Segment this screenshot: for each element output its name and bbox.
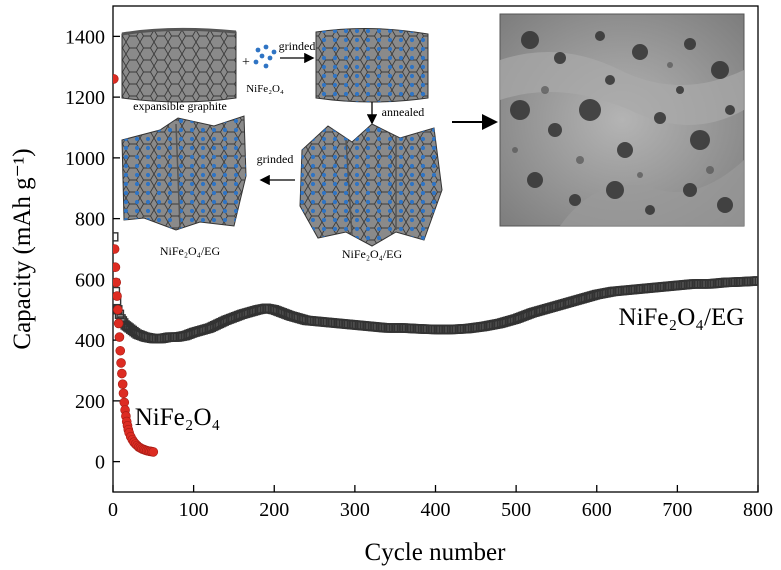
data-point [113, 277, 122, 288]
label-grinded-2: grinded [257, 152, 294, 166]
x-tick-label: 400 [421, 499, 451, 521]
x-tick-label: 500 [501, 499, 531, 521]
composite-right-block [299, 123, 443, 247]
y-tick-label: 400 [75, 330, 105, 352]
x-axis-label: Cycle number [365, 539, 507, 566]
label-annealed: annealed [382, 105, 425, 119]
nife2o4-particles [253, 44, 277, 69]
label-nife2o4: NiFe₂O₄ [246, 83, 284, 95]
data-point [117, 379, 128, 389]
x-tick-label: 600 [582, 499, 612, 521]
data-point [113, 318, 124, 329]
y-tick-label: 800 [75, 209, 105, 231]
plus-sign: + [242, 55, 250, 70]
data-point [113, 74, 119, 84]
y-tick-label: 1400 [65, 26, 105, 48]
mixed-block [315, 27, 429, 103]
data-point [114, 332, 125, 342]
annotation-nife2o4-eg: NiFe₂O₄/EG [619, 304, 745, 331]
composite-left-block [121, 115, 247, 231]
x-tick-label: 700 [662, 499, 692, 521]
x-axis-ticks: 0 100 200 300 400 500 600 700 800 [108, 485, 773, 521]
annotation-nife2o4: NiFe₂O₄ [135, 404, 221, 431]
y-tick-label: 1200 [65, 87, 105, 109]
x-tick-label: 0 [108, 499, 118, 521]
series-layer [113, 74, 758, 457]
label-composite-left: NiFe₂O₄/EG [160, 244, 221, 258]
y-axis-label: Capacity (mAh g⁻¹) [9, 148, 36, 349]
data-point [113, 291, 122, 301]
y-tick-label: 0 [95, 452, 105, 474]
x-tick-label: 100 [179, 499, 209, 521]
expansible-graphite-block [121, 27, 237, 103]
data-point [753, 276, 758, 286]
label-expansible-graphite: expansible graphite [133, 99, 227, 113]
data-point [113, 244, 120, 254]
data-point [148, 447, 159, 457]
data-point [117, 368, 127, 379]
data-point [118, 388, 129, 399]
series-nife2o4 [113, 74, 159, 457]
label-grinded-1: grinded [279, 39, 316, 53]
y-tick-label: 600 [75, 269, 105, 291]
series-nife2o4-eg [113, 232, 758, 344]
data-point [113, 304, 123, 315]
y-tick-label: 1000 [65, 148, 105, 170]
y-tick-label: 200 [75, 391, 105, 413]
data-point [115, 345, 126, 356]
x-tick-label: 800 [743, 499, 773, 521]
label-composite-right: NiFe₂O₄/EG [342, 247, 403, 261]
data-point [113, 232, 119, 242]
data-point [113, 262, 121, 273]
data-point [116, 358, 126, 368]
x-tick-label: 200 [259, 499, 289, 521]
y-axis-ticks: 0 200 400 600 800 1000 1200 1400 [65, 26, 120, 474]
tem-micrograph [499, 13, 745, 227]
x-tick-label: 300 [340, 499, 370, 521]
synthesis-schematic: expansible graphite + NiFe₂O₄ grinded an… [121, 27, 498, 261]
